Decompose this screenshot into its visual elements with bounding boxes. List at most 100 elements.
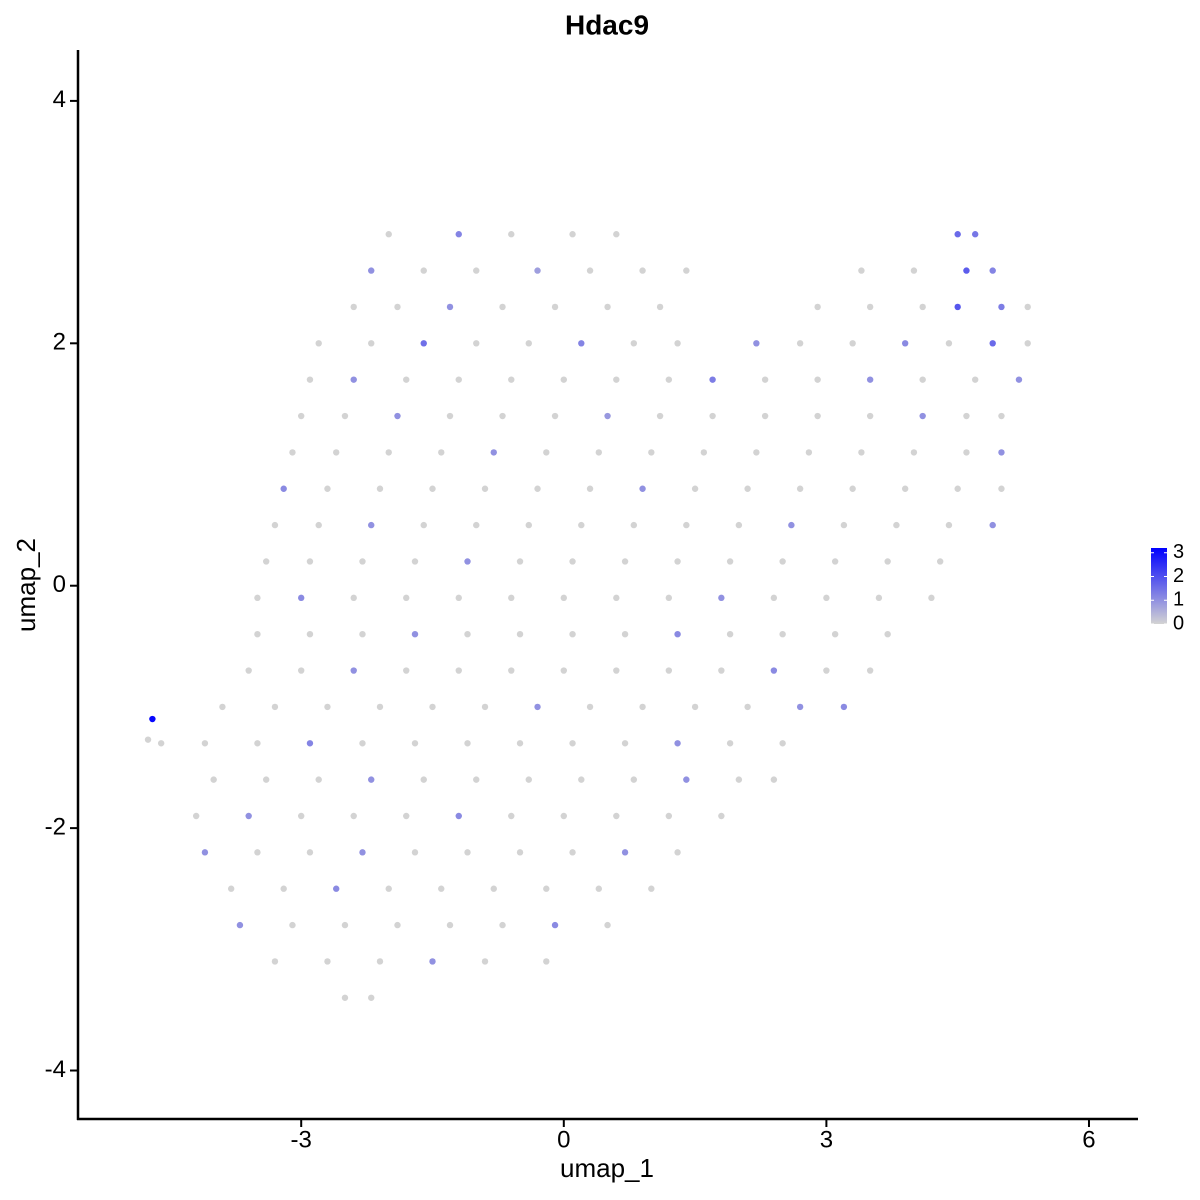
point: [1024, 340, 1031, 347]
point: [473, 776, 480, 783]
point: [420, 776, 427, 783]
point: [490, 885, 497, 892]
point: [831, 558, 839, 565]
point: [499, 303, 506, 311]
point: [201, 740, 209, 747]
point: [805, 449, 813, 456]
point: [779, 740, 786, 747]
point: [586, 703, 594, 711]
point: [901, 485, 909, 492]
point: [849, 485, 856, 492]
point: [823, 667, 830, 674]
point: [639, 485, 646, 492]
x-tick-label: 0: [557, 1126, 570, 1153]
point: [499, 412, 506, 420]
point: [683, 521, 690, 529]
point: [227, 885, 235, 892]
point: [989, 267, 996, 274]
point: [508, 594, 515, 602]
point: [674, 630, 681, 638]
point: [403, 376, 410, 383]
point: [368, 267, 375, 274]
point: [499, 921, 506, 929]
point: [648, 885, 655, 892]
point: [744, 703, 751, 711]
point: [341, 921, 349, 929]
point: [289, 921, 296, 929]
point: [298, 594, 305, 602]
point: [595, 885, 603, 892]
point: [525, 776, 532, 783]
colorbar-tick-label: 0: [1173, 612, 1184, 634]
point: [508, 376, 515, 383]
point: [376, 703, 384, 711]
point: [648, 449, 655, 456]
point: [210, 776, 217, 783]
point: [963, 412, 970, 420]
point: [551, 303, 559, 311]
point: [280, 485, 287, 492]
point: [271, 958, 279, 965]
point: [586, 267, 594, 274]
point: [919, 412, 926, 420]
point: [359, 630, 366, 638]
point: [718, 594, 725, 602]
point: [761, 412, 769, 420]
point: [613, 812, 620, 820]
point: [796, 340, 804, 347]
point: [761, 376, 769, 383]
point: [324, 958, 331, 965]
point: [613, 667, 620, 674]
point: [700, 449, 708, 456]
point: [420, 267, 427, 274]
point: [262, 776, 270, 783]
point: [621, 630, 629, 638]
point: [350, 376, 357, 383]
point: [963, 449, 970, 456]
point: [665, 667, 673, 674]
point: [534, 485, 541, 492]
point: [639, 703, 646, 711]
point: [298, 667, 305, 674]
point: [866, 376, 874, 383]
point: [910, 267, 918, 274]
point: [306, 630, 314, 638]
point: [280, 885, 287, 892]
point: [306, 740, 314, 747]
point: [481, 958, 489, 965]
point: [709, 376, 716, 383]
point: [971, 231, 979, 238]
y-tick-label: -4: [45, 1056, 66, 1083]
point: [376, 958, 384, 965]
point: [639, 267, 646, 274]
point: [350, 812, 357, 820]
y-tick-label: 2: [53, 329, 66, 356]
point: [753, 449, 760, 456]
point: [674, 340, 681, 347]
point: [604, 303, 611, 311]
point: [157, 740, 165, 747]
point: [455, 812, 462, 820]
point: [866, 667, 874, 674]
point: [770, 776, 778, 783]
point: [569, 558, 576, 565]
point: [516, 849, 524, 856]
point: [569, 849, 576, 856]
point: [954, 303, 961, 311]
point: [464, 849, 471, 856]
point: [718, 812, 725, 820]
point: [508, 667, 515, 674]
point: [464, 740, 471, 747]
point: [429, 703, 436, 711]
point: [201, 849, 209, 856]
point: [368, 340, 375, 347]
point: [709, 412, 716, 420]
point: [989, 521, 996, 529]
point: [315, 521, 322, 529]
point: [1015, 376, 1023, 383]
point: [473, 521, 480, 529]
point: [341, 412, 349, 420]
point: [910, 449, 918, 456]
point: [893, 521, 900, 529]
point: [403, 667, 410, 674]
